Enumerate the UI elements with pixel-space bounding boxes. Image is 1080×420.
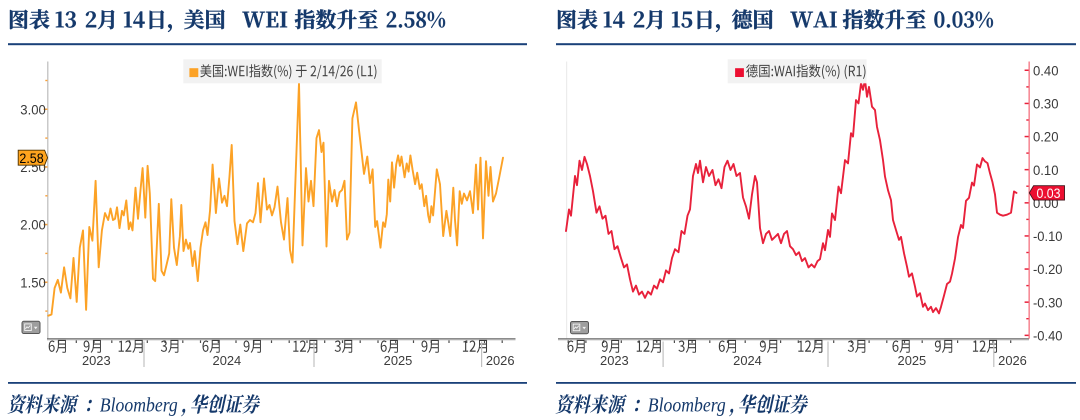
svg-text:2026: 2026 — [486, 353, 515, 368]
svg-text:2026: 2026 — [998, 353, 1027, 368]
svg-text:-0.30: -0.30 — [1033, 295, 1063, 311]
svg-text:-0.20: -0.20 — [1033, 262, 1063, 278]
svg-text:0.10: 0.10 — [1033, 163, 1059, 179]
svg-text:Bloomberg: Bloomberg — [100, 395, 178, 416]
svg-text:1.50: 1.50 — [20, 275, 46, 291]
svg-text:2.58: 2.58 — [19, 150, 43, 166]
svg-text:2024: 2024 — [213, 353, 242, 368]
svg-text:0.30: 0.30 — [1033, 97, 1059, 113]
svg-text:0.20: 0.20 — [1033, 130, 1059, 146]
svg-text:2.00: 2.00 — [20, 218, 46, 234]
svg-text:0.03: 0.03 — [1037, 186, 1061, 201]
svg-text:-0.40: -0.40 — [1033, 328, 1063, 344]
svg-text:2024: 2024 — [733, 353, 762, 368]
svg-text:2025: 2025 — [384, 353, 413, 368]
svg-text:0.40: 0.40 — [1033, 63, 1059, 79]
svg-text:2025: 2025 — [898, 353, 927, 368]
svg-text:2023: 2023 — [600, 353, 629, 368]
svg-text:2023: 2023 — [82, 353, 111, 368]
svg-text:3.00: 3.00 — [20, 102, 46, 118]
svg-text:Bloomberg: Bloomberg — [648, 395, 726, 416]
svg-text:-0.10: -0.10 — [1033, 229, 1063, 245]
